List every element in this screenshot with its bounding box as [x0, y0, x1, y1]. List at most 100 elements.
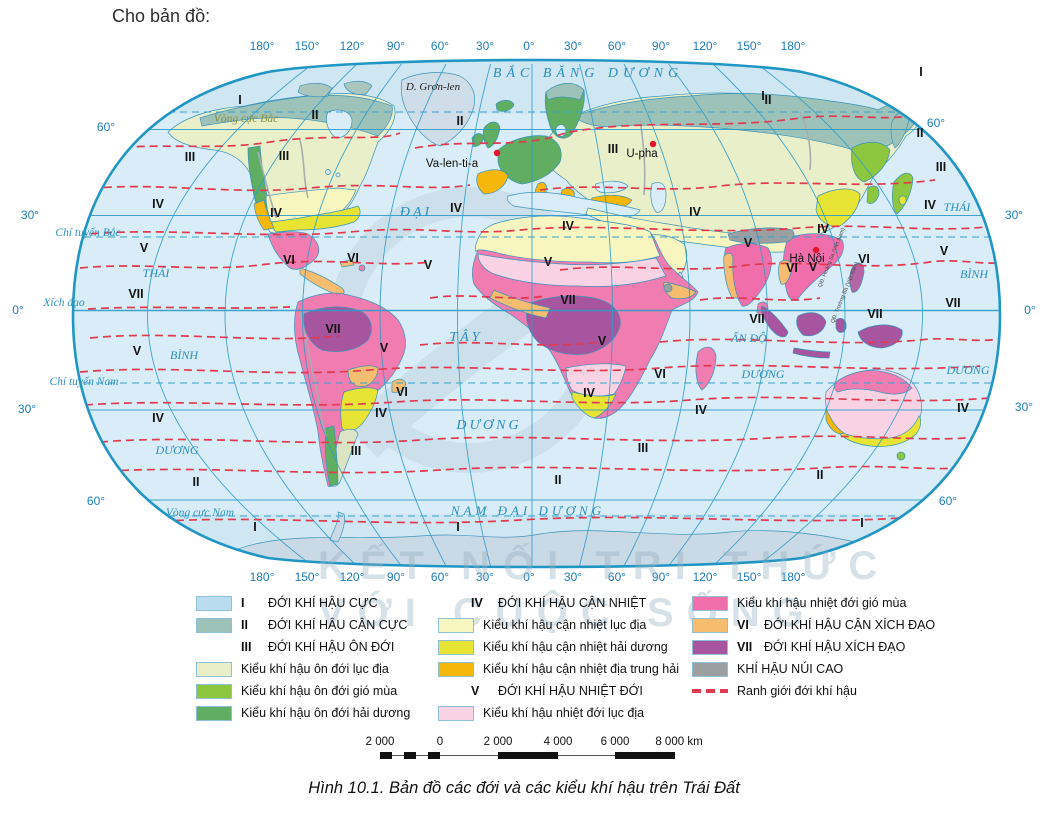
legend-label: ĐỚI KHÍ HẬU ÔN ĐỚI [268, 640, 395, 654]
climate-zone-numeral: III [638, 441, 648, 455]
climate-zone-numeral: IV [375, 406, 387, 420]
climate-zone-numeral: VII [867, 307, 882, 321]
legend-roman-numeral: III [241, 640, 252, 654]
climate-zone-numeral: II [817, 468, 824, 482]
legend-label: Kiểu khí hậu cận nhiệt lục địa [483, 618, 647, 632]
greenland-label: D. Grơn-len [405, 81, 461, 93]
longitude-label-bottom: 0° [523, 570, 535, 584]
scale-bar-label: 2 000 [483, 736, 513, 748]
climate-zone-numeral: IV [689, 205, 701, 219]
longitude-label-top: 30° [476, 39, 494, 53]
legend-row: Kiểu khí hậu cận nhiệt địa trung hải [438, 658, 679, 680]
legend-row: Kiểu khí hậu nhiệt đới gió mùa [692, 592, 935, 614]
climate-zone-numeral: III [936, 160, 946, 174]
longitude-label-bottom: 90° [652, 570, 670, 584]
scale-bar-label: 0 [436, 736, 444, 748]
latitude-label-left: 60° [87, 494, 105, 508]
climate-zone-numeral: II [312, 108, 319, 122]
legend-label: Kiểu khí hậu nhiệt đới lục địa [483, 706, 645, 720]
legend-boundary-dash [692, 689, 728, 693]
legend-row: KHÍ HẬU NÚI CAO [692, 658, 935, 680]
longitude-label-bottom: 30° [564, 570, 582, 584]
latitude-label-right: 30° [1005, 208, 1023, 222]
scale-bar-label: 8 000 km [655, 736, 703, 748]
climate-zone-numeral: II [917, 126, 924, 140]
legend-roman-numeral: I [241, 596, 245, 610]
legend-label: ĐỚI KHÍ HẬU NHIỆT ĐỚI [498, 684, 643, 698]
legend-row: VII ĐỚI KHÍ HẬU XÍCH ĐẠO [692, 636, 935, 658]
climate-zone-numeral: III [608, 142, 618, 156]
legend-row: Kiểu khí hậu ôn đới hải dương [196, 702, 410, 724]
legend-roman-numeral: VI [737, 618, 749, 632]
city-label: Hà Nội [789, 253, 824, 265]
climate-zone-numeral: VI [283, 253, 295, 267]
legend-row: Ranh giới đới khí hậu [692, 680, 935, 702]
reference-line-label: Vòng cực Nam [166, 507, 234, 519]
scale-bar-segment [428, 752, 440, 759]
longitude-label-bottom: 120° [340, 570, 365, 584]
legend-row: III ĐỚI KHÍ HẬU ÔN ĐỚI [196, 636, 410, 658]
scale-bar-segment [380, 752, 392, 759]
legend-column: IV ĐỚI KHÍ HẬU CẬN NHIỆT Kiểu khí hậu cận … [438, 592, 679, 724]
legend-row: Kiểu khí hậu cận nhiệt lục địa [438, 614, 679, 636]
latitude-label-left: 30° [18, 402, 36, 416]
legend-swatch [438, 661, 474, 677]
climate-zone-numeral: VI [347, 251, 359, 265]
legend-label: Kiểu khí hậu nhiệt đới gió mùa [737, 596, 907, 610]
climate-zone-numeral: IV [924, 198, 936, 212]
longitude-label-top: 60° [608, 39, 626, 53]
climate-zone-numeral: I [253, 520, 256, 534]
longitude-label-top: 120° [693, 39, 718, 53]
map-outline [71, 58, 1002, 569]
longitude-label-top: 90° [652, 39, 670, 53]
legend-label: ĐỚI KHÍ HẬU XÍCH ĐẠO [764, 640, 906, 654]
legend-row: VI ĐỚI KHÍ HẬU CẬN XÍCH ĐẠO [692, 614, 935, 636]
continents [167, 72, 981, 567]
ocean-name-label: DƯƠNG [945, 363, 989, 377]
map-labels: 180° 150° 120° 90° 60° 30° 0° 30° 60° 90° 120° 150°… [12, 39, 1036, 584]
ocean-name-label: THÁI [944, 200, 972, 214]
climate-zone-numeral: II [555, 473, 562, 487]
ocean-name-label: TÂY [449, 328, 482, 345]
climate-zone-numeral: IV [695, 403, 707, 417]
latitude-label-left: 60° [97, 120, 115, 134]
longitude-label-bottom: 30° [476, 570, 494, 584]
latitude-label-right: 60° [927, 116, 945, 130]
legend-row: Kiểu khí hậu cận nhiệt hải dương [438, 636, 679, 658]
climate-zone-numeral: IV [152, 411, 164, 425]
climate-zone-numeral: IV [450, 201, 462, 215]
legend-swatch [196, 617, 232, 633]
climate-zone-numeral: V [744, 236, 753, 250]
scale-bar: 2 000 0 2 000 4 000 6 000 8 000 km [330, 736, 750, 768]
longitude-label-top: 120° [340, 39, 365, 53]
climate-zone-numeral: I [919, 65, 922, 79]
climate-zone-numeral: VII [749, 312, 764, 326]
climate-zone-numeral: VI [396, 385, 408, 399]
legend-label: ĐỚI KHÍ HẬU CẬN CỰC [268, 618, 408, 632]
longitude-label-bottom: 90° [387, 570, 405, 584]
latitude-label-right: 60° [939, 494, 957, 508]
legend-column: I ĐỚI KHÍ HẬU CỰC II ĐỚI KHÍ HẬU CẬN CỰC III… [196, 592, 410, 724]
city-label: Va-len-ti-a [426, 158, 479, 170]
ocean-name-label: NAM ĐẠI DƯƠNG [450, 503, 605, 518]
city-label: U-pha [626, 148, 658, 160]
ocean-name-label: BÌNH [960, 267, 989, 281]
reference-line-label: Xích đạo [42, 297, 84, 309]
world-climate-map: 180° 150° 120° 90° 60° 30° 0° 30° 60° 90° 120° 150°… [12, 39, 1036, 584]
map-body [73, 60, 1000, 567]
ocean-name-label: DƯƠNG [455, 418, 521, 433]
climate-zone-numeral: V [380, 341, 389, 355]
legend-roman-numeral: V [471, 684, 480, 698]
legend-roman-numeral: IV [471, 596, 483, 610]
legend-row: Kiểu khí hậu ôn đới lục địa [196, 658, 410, 680]
scale-bar-label: 4 000 [543, 736, 573, 748]
longitude-label-top: 0° [523, 39, 535, 53]
legend-label: Kiểu khí hậu ôn đới gió mùa [241, 684, 398, 698]
ocean-name-label: DƯƠNG [740, 367, 784, 381]
climate-zone-numeral: VII [325, 322, 340, 336]
climate-zone-numeral: IV [583, 386, 595, 400]
climate-zone-numeral: I [761, 89, 764, 103]
scale-bar-label: 2 000 [365, 736, 395, 748]
legend-column: Kiểu khí hậu nhiệt đới gió mùa VI ĐỚI KHÍ … [692, 592, 935, 702]
